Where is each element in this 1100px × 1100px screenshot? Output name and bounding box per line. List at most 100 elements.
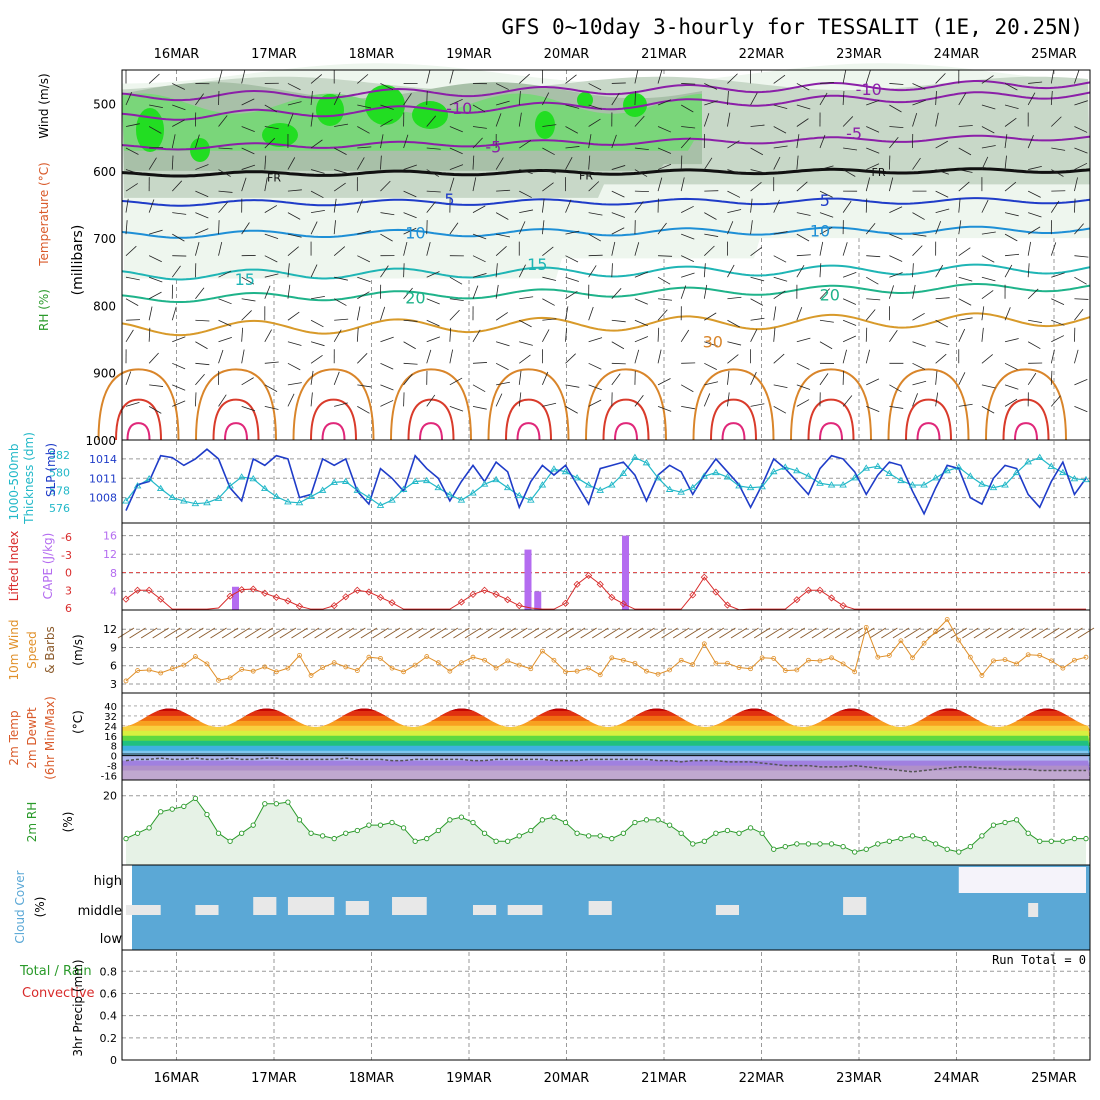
warm-contour: [692, 368, 775, 441]
wind-barb: [472, 329, 481, 342]
rh2m-point: [239, 830, 245, 836]
wind-barb: [310, 319, 324, 328]
wind-barb: [634, 394, 644, 407]
wind-barb: [333, 220, 336, 235]
ylabel-thickness: 1000-500mb: [7, 443, 21, 520]
thickness-point: [954, 463, 963, 470]
wind-barb: [634, 319, 648, 327]
thickness-point: [642, 458, 651, 466]
rh2m-point: [134, 830, 141, 836]
wind-barb: [611, 190, 625, 198]
wind-barb: [958, 147, 972, 156]
li-point: [134, 586, 142, 594]
wind-barb: [657, 349, 662, 364]
wind-barb: [310, 221, 318, 235]
wind10m-point: [678, 657, 684, 663]
date-label-bottom-24MAR: 24MAR: [934, 1071, 980, 1086]
wind-barb: [495, 284, 499, 299]
wind-barb: [681, 233, 695, 240]
wind-barb: [195, 93, 204, 106]
wind-barb: [1004, 134, 1008, 149]
wind-barb: [958, 403, 973, 407]
wind10m-barb: [395, 627, 412, 639]
warm-contour: [905, 398, 952, 441]
wind10m-point: [1037, 652, 1043, 658]
wind-barb: [611, 263, 613, 278]
wind-barb: [842, 90, 845, 106]
wind-barb: [496, 189, 511, 192]
wind-barb: [611, 134, 617, 149]
wind-barb: [658, 298, 673, 301]
wind-barb: [195, 190, 209, 198]
thickness-point: [1070, 474, 1079, 482]
wind-barb: [981, 231, 996, 235]
thickness-point: [261, 484, 269, 492]
wind-barb: [195, 164, 209, 170]
wind-barb: [218, 394, 227, 407]
wind-barb: [1074, 223, 1084, 235]
wind-barb: [403, 93, 412, 106]
thickness-point: [654, 474, 662, 481]
warm-contour: [710, 398, 757, 441]
wind10m-point: [563, 669, 568, 675]
wind-barb: [1027, 134, 1034, 149]
wind-barb: [866, 163, 880, 170]
precip-tick: 0.4: [100, 1010, 118, 1023]
warm-contour: [115, 398, 162, 441]
wind10m-barb: [221, 627, 239, 639]
ylabel-precip: 3hr Precip (mm): [71, 959, 85, 1056]
wind-barb: [866, 147, 880, 154]
wind-barb: [704, 233, 719, 237]
warm-contour: [790, 368, 872, 441]
wind-barb: [680, 104, 694, 113]
li-point: [573, 580, 581, 588]
thickness-point: [480, 480, 489, 487]
wind-barb: [588, 212, 603, 216]
wind-barb: [588, 83, 602, 91]
wind-barb: [426, 394, 436, 407]
wind-barb: [125, 92, 133, 106]
wind-barb: [773, 231, 788, 235]
wind-barb: [1050, 370, 1053, 385]
wind-barb: [819, 263, 822, 278]
wind-barb: [241, 405, 256, 412]
wind-barb: [472, 362, 487, 364]
wind10m-barb: [777, 627, 794, 639]
wind10m-barb: [915, 627, 933, 639]
cloud-mid: [126, 905, 161, 915]
thickness-line: [125, 456, 1087, 507]
date-label-top-22MAR: 22MAR: [739, 47, 785, 62]
wind-barb: [565, 230, 580, 235]
ylabel-minmax: (6hr Min/Max): [43, 696, 57, 780]
wind-barb: [380, 306, 386, 321]
wind-barb: [611, 227, 625, 235]
wind-barb: [842, 200, 852, 213]
rh2m-point: [481, 830, 488, 836]
thickness-point: [156, 484, 165, 492]
wind-barb: [657, 177, 663, 192]
wind-barb: [565, 104, 580, 109]
thickness-point: [237, 473, 246, 480]
wind-barb: [1074, 162, 1088, 170]
wind-barb: [334, 276, 348, 281]
warm-contour: [419, 422, 443, 441]
wind-barb: [819, 341, 833, 350]
wind-barb: [796, 362, 810, 370]
wind-barb: [819, 165, 834, 170]
wind-barb: [218, 201, 228, 213]
wind-barb: [1027, 263, 1030, 278]
li-point: [504, 596, 512, 604]
isotherm-label: 5: [820, 191, 830, 210]
wind-barb: [1028, 212, 1042, 218]
wind-barb: [1074, 70, 1080, 84]
wind-barb: [796, 118, 809, 127]
wind10m-point: [285, 665, 291, 671]
wind-barb: [472, 233, 487, 240]
wind10m-point: [644, 668, 649, 674]
wind-barb: [1050, 395, 1061, 407]
wind-barb: [310, 392, 313, 407]
wind-barb: [796, 104, 811, 110]
wind10m-point: [297, 652, 302, 658]
wind10m-barb: [372, 627, 389, 639]
wind-barb: [588, 399, 602, 407]
